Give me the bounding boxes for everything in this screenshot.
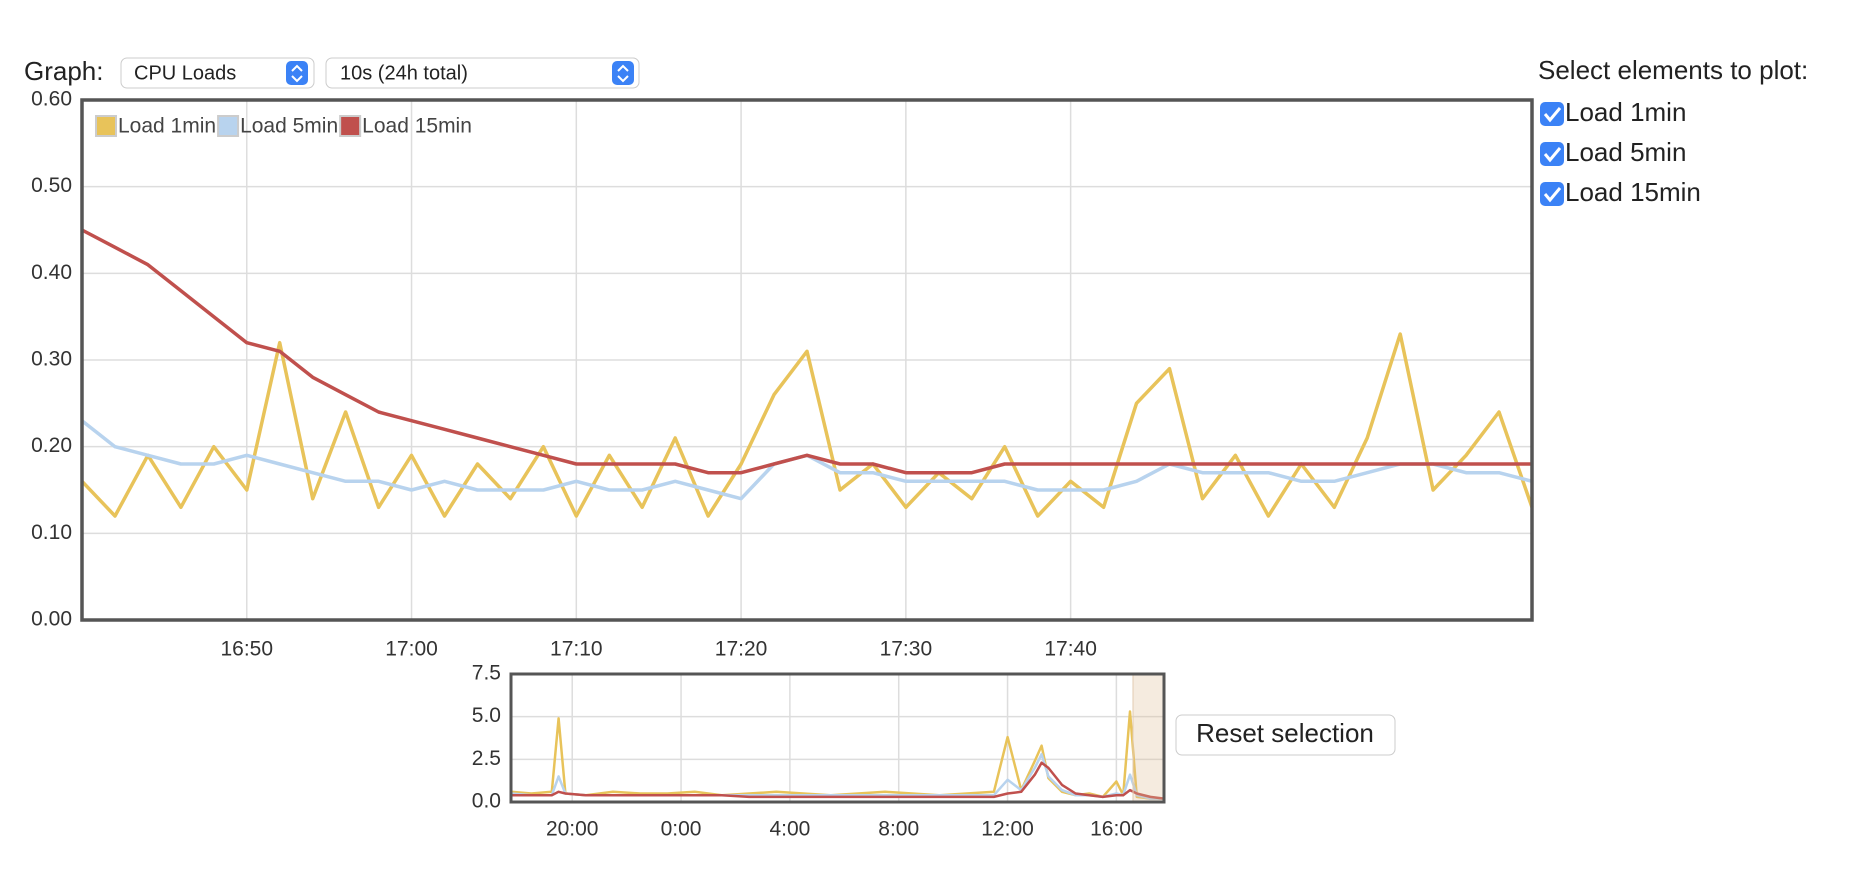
graph-select[interactable] — [120, 57, 315, 89]
checkmark — [1543, 107, 1562, 123]
plot-border — [80, 98, 1534, 622]
interval-select-text: 10s (24h total) — [340, 62, 468, 84]
x-tick-label: 17:40 — [1044, 638, 1097, 661]
x-tick-label: 16:00 — [1090, 818, 1143, 841]
select-icon — [286, 61, 308, 85]
y-tick-label: 0.20 — [31, 434, 72, 457]
reset-button[interactable] — [1175, 714, 1396, 756]
checkbox[interactable] — [1540, 182, 1564, 206]
x-tick-label: 20:00 — [546, 818, 599, 841]
y-tick-label: 0.50 — [31, 174, 72, 197]
legend-swatch — [217, 115, 240, 137]
x-tick-label: 17:20 — [715, 638, 768, 661]
selection — [1132, 673, 1165, 803]
checkbox-label: Load 5min — [1565, 137, 1686, 167]
x-tick-label: 17:30 — [880, 638, 933, 661]
line — [80, 332, 1534, 518]
legend-swatch — [339, 115, 362, 137]
x-tick-label: 16:50 — [220, 638, 273, 661]
y-tick-label: 0.0 — [472, 790, 501, 813]
graph-select-text: CPU Loads — [134, 62, 236, 84]
x-tick-label: 0:00 — [661, 818, 702, 841]
interval-select[interactable] — [325, 57, 640, 89]
y-tick-label: 2.5 — [472, 747, 501, 770]
checkbox-label: Load 15min — [1565, 177, 1701, 207]
select-icon — [612, 61, 634, 85]
checkbox[interactable] — [1540, 142, 1564, 166]
plot-panel-title: Select elements to plot: — [1538, 55, 1808, 85]
line — [81, 228, 1532, 475]
select-arrows — [617, 64, 629, 83]
y-tick-label: 0.10 — [31, 521, 72, 544]
select-arrows — [291, 64, 303, 83]
x-tick-label: 17:00 — [385, 638, 438, 661]
checkmark — [1543, 147, 1562, 163]
x-tick-label: 12:00 — [981, 818, 1034, 841]
y-tick-label: 0.30 — [31, 348, 72, 371]
y-tick-label: 0.60 — [31, 88, 72, 111]
x-tick-label: 8:00 — [878, 818, 919, 841]
plot-border — [509, 672, 1166, 804]
graph-label: Graph: — [24, 56, 104, 86]
legend-swatch — [95, 115, 117, 137]
checkbox-label: Load 1min — [1565, 97, 1686, 127]
y-tick-label: 0.00 — [31, 608, 72, 631]
legend-label: Load 5min — [240, 115, 338, 138]
x-tick-label: 4:00 — [769, 818, 810, 841]
checkbox[interactable] — [1540, 102, 1564, 126]
y-tick-label: 7.5 — [472, 662, 501, 685]
legend-label: Load 1min — [118, 115, 216, 138]
checkmark — [1543, 187, 1562, 203]
y-tick-label: 0.40 — [31, 261, 72, 284]
reset-button-text: Reset selection — [1196, 718, 1374, 748]
line — [511, 761, 1165, 800]
y-tick-label: 5.0 — [472, 704, 501, 727]
x-tick-label: 17:10 — [550, 638, 603, 661]
checkbox-list: Load 1min Load 5min Load 15min — [1540, 97, 1701, 207]
legend-label: Load 15min — [362, 115, 472, 138]
plot-area — [511, 674, 1164, 802]
